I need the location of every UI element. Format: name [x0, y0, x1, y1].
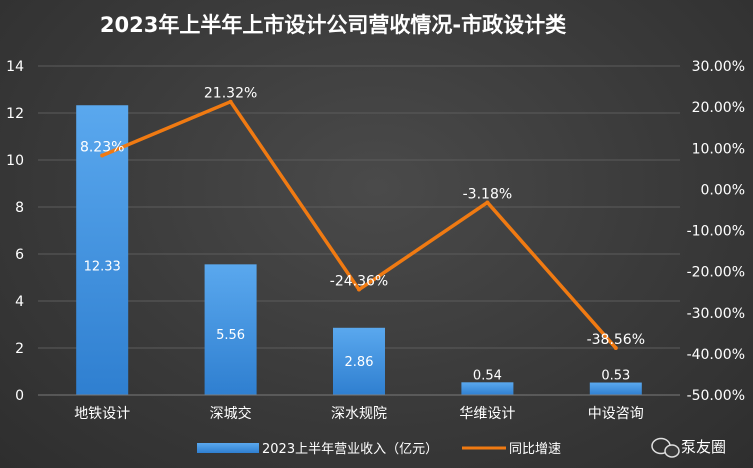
category-label: 深水规院 [331, 406, 387, 422]
right-tick-label: -20.00% [687, 265, 745, 281]
left-tick-label: 2 [15, 341, 24, 357]
left-tick-label: 4 [15, 294, 24, 310]
bar-value-label: 5.56 [216, 328, 245, 343]
line-series: 8.23% 21.32% -24.36% -3.18% -38.56% [80, 86, 645, 350]
legend-bar-swatch [197, 443, 259, 453]
bar-value-label: 12.33 [84, 259, 121, 274]
left-tick-label: 8 [15, 200, 24, 216]
bar-value-label: 2.86 [345, 355, 374, 370]
left-tick-label: 6 [15, 247, 24, 263]
wechat-bubble-small [664, 444, 680, 458]
line-point [357, 287, 361, 292]
left-tick-label: 14 [6, 59, 24, 75]
category-label: 中设咨询 [588, 406, 644, 422]
right-tick-label: -50.00% [687, 388, 745, 404]
category-label: 华维设计 [459, 406, 515, 422]
bar-series: 12.33 5.56 2.86 0.54 0.53 [38, 105, 680, 396]
legend-bar-label: 2023上半年营业收入（亿元） [262, 442, 438, 457]
wechat-icon [651, 437, 680, 458]
right-tick-label: -40.00% [687, 347, 745, 363]
right-tick-label: -30.00% [687, 306, 745, 322]
line-point [228, 99, 233, 104]
category-label: 深城交 [210, 405, 252, 422]
left-tick-label: 10 [6, 153, 24, 169]
line-value-label: -38.56% [587, 332, 645, 348]
gridlines [38, 65, 680, 396]
line-value-label: -3.18% [463, 186, 513, 202]
line-point [100, 153, 105, 158]
bar-value-label: 0.54 [473, 368, 502, 383]
right-tick-label: 10.00% [692, 141, 745, 157]
left-tick-label: 0 [15, 388, 24, 404]
line-value-label: 8.23% [80, 140, 124, 156]
bar-value-label: 0.53 [601, 369, 630, 384]
bar [204, 264, 257, 395]
right-axis: -50.00% -40.00% -30.00% -20.00% -10.00% 0.00%… [687, 59, 745, 404]
legend: 2023上半年营业收入（亿元） 同比增速 [197, 442, 561, 457]
watermark-text: 泵友圈 [681, 438, 726, 456]
chart-title: 2023年上半年上市设计公司营收情况-市政设计类 [100, 13, 567, 37]
legend-line-label: 同比增速 [509, 442, 561, 457]
right-tick-label: 0.00% [701, 182, 745, 198]
line-value-label: -24.36% [330, 274, 388, 290]
right-tick-label: -10.00% [687, 224, 745, 240]
left-tick-label: 12 [6, 106, 24, 122]
bar [333, 327, 385, 395]
right-tick-label: 20.00% [692, 100, 745, 116]
watermark: 泵友圈 [651, 437, 726, 458]
category-label: 地铁设计 [74, 406, 130, 422]
bar [461, 382, 514, 395]
line-point [485, 200, 490, 205]
left-axis: 0 2 4 6 8 10 12 14 [6, 59, 24, 404]
growth-line [101, 99, 618, 350]
line-point [613, 345, 618, 350]
bar [589, 382, 642, 395]
right-tick-label: 30.00% [692, 59, 745, 75]
line-value-label: 21.32% [204, 86, 257, 102]
x-axis: 地铁设计 深城交 深水规院 华维设计 中设咨询 [74, 405, 644, 422]
